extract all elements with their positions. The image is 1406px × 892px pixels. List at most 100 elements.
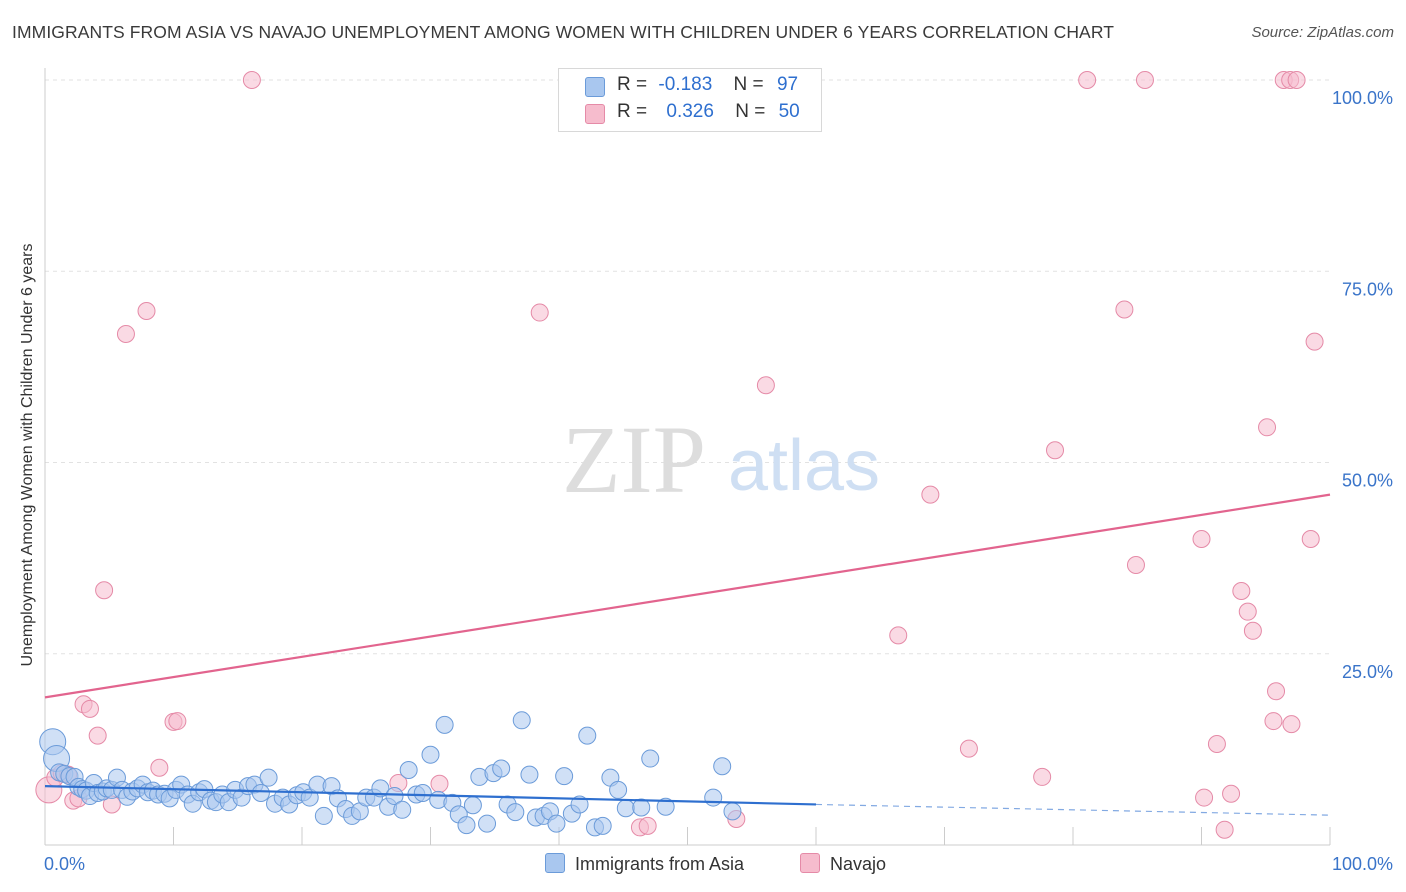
asia-point	[413, 783, 432, 802]
asia-point	[435, 715, 454, 734]
navajo-point	[1305, 332, 1324, 351]
asia-point	[547, 814, 566, 833]
asia-point	[421, 745, 440, 764]
navajo-point	[1126, 556, 1145, 575]
y-tick-label: 25.0%	[1342, 662, 1393, 682]
asia-point	[570, 795, 589, 814]
bottom-legend-asia-label: Immigrants from Asia	[575, 854, 745, 874]
x-tick-label: 0.0%	[44, 854, 85, 874]
navajo-point	[1192, 530, 1211, 548]
navajo-point	[137, 302, 156, 321]
axes	[44, 68, 1331, 846]
asia-point	[713, 757, 732, 776]
navajo-point	[1115, 300, 1134, 319]
legend-navajo-n: 50	[778, 101, 800, 122]
bottom-legend-navajo: Navajo	[800, 853, 886, 875]
asia-point	[616, 799, 635, 818]
tick-labels: 25.0% 50.0% 75.0% 100.0% 0.0% 100.0%	[44, 88, 1393, 874]
asia-point	[512, 711, 531, 730]
navajo-point	[1287, 71, 1306, 89]
navajo-point	[1222, 784, 1241, 803]
chart-title: IMMIGRANTS FROM ASIA VS NAVAJO UNEMPLOYM…	[12, 22, 1115, 42]
asia-point	[656, 797, 675, 816]
navajo-point	[1232, 582, 1251, 601]
bottom-legend-asia: Immigrants from Asia	[545, 853, 744, 875]
asia-point	[609, 780, 628, 799]
legend-r-label: R =	[617, 101, 648, 122]
asia-point	[555, 767, 574, 786]
navajo-point	[1243, 621, 1262, 640]
navajo-point	[1078, 71, 1097, 89]
legend-swatch-asia	[585, 77, 605, 97]
y-tick-label: 50.0%	[1342, 471, 1393, 491]
navajo-point	[1282, 715, 1301, 734]
asia-trend-line	[44, 784, 817, 806]
asia-point	[593, 816, 612, 835]
navajo-point	[116, 324, 135, 343]
source-label: Source: ZipAtlas.com	[1251, 24, 1394, 41]
asia-point	[520, 765, 539, 784]
watermark: ZIP atlas	[562, 406, 880, 513]
watermark-atlas: atlas	[728, 426, 880, 506]
watermark-zip: ZIP	[562, 406, 706, 513]
navajo-point	[242, 71, 261, 89]
navajo-point	[1033, 767, 1052, 786]
x-tick-label: 100.0%	[1332, 854, 1393, 874]
navajo-point	[1258, 418, 1277, 437]
navajo-point	[1215, 820, 1234, 839]
navajo-point	[1267, 682, 1286, 701]
navajo-point	[1238, 602, 1257, 621]
navajo-point	[889, 626, 908, 645]
asia-points	[39, 711, 742, 837]
asia-point	[371, 779, 390, 798]
asia-point	[259, 768, 278, 787]
navajo-point	[756, 376, 775, 395]
bottom-legend-asia-swatch	[545, 853, 565, 873]
asia-point	[314, 806, 333, 825]
y-axis-label: Unemployment Among Women with Children U…	[19, 243, 36, 667]
asia-point	[478, 814, 497, 833]
asia-point	[393, 800, 412, 819]
legend-asia-r: -0.183	[658, 74, 713, 95]
navajo-point	[88, 726, 107, 745]
navajo-point	[638, 816, 657, 835]
navajo-point	[1195, 788, 1214, 807]
navajo-point	[80, 699, 99, 718]
navajo-point	[168, 712, 187, 731]
asia-point	[704, 788, 723, 807]
navajo-point	[1207, 735, 1226, 754]
asia-trend-extension	[815, 803, 1331, 816]
navajo-point	[921, 485, 940, 504]
legend-r-label: R =	[617, 74, 648, 95]
legend-asia-n: 97	[776, 74, 799, 95]
bottom-legend-navajo-swatch	[800, 853, 820, 873]
asia-point	[492, 759, 511, 778]
trend-lines	[44, 493, 1331, 816]
navajo-point	[959, 739, 978, 758]
navajo-point	[95, 581, 114, 600]
y-tick-label: 75.0%	[1342, 279, 1393, 299]
navajo-point	[1046, 441, 1065, 460]
navajo-point	[430, 774, 449, 793]
asia-point	[506, 803, 525, 822]
legend-n-label: N =	[735, 101, 766, 122]
asia-point	[457, 816, 476, 835]
asia-point	[723, 802, 742, 821]
navajo-point	[1135, 71, 1154, 89]
asia-point	[463, 796, 482, 815]
asia-point	[385, 787, 404, 806]
correlation-legend: R = -0.183 N = 97 R = 0.326 N = 50	[558, 68, 822, 132]
navajo-point	[530, 303, 549, 322]
asia-point	[632, 798, 651, 817]
navajo-point	[1301, 530, 1320, 548]
bottom-legend-navajo-label: Navajo	[830, 854, 887, 874]
asia-point	[251, 783, 270, 802]
navajo-trend-line	[44, 493, 1331, 699]
asia-point	[641, 749, 660, 768]
legend-n-label: N =	[733, 74, 764, 95]
asia-point	[578, 726, 597, 745]
legend-navajo-r: 0.326	[666, 101, 714, 122]
navajo-point	[1264, 712, 1283, 731]
navajo-point	[150, 758, 169, 777]
